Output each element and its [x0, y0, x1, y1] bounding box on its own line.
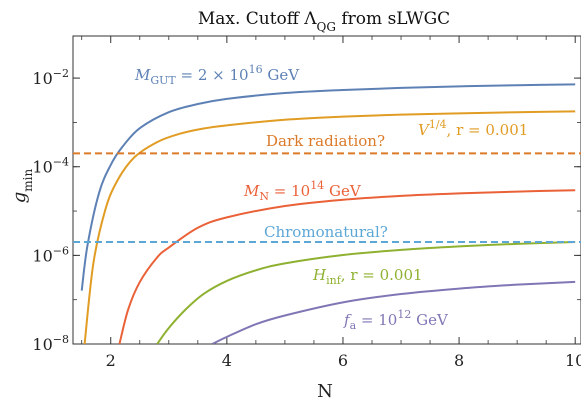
- series-line-v-1-4-r-0-001: [83, 110, 576, 344]
- y-tick-label: 10−6: [32, 244, 69, 265]
- x-axis-title: N: [317, 381, 333, 402]
- y-tick-label: 10−4: [32, 156, 69, 177]
- y-tick-label: 10−8: [32, 333, 69, 354]
- series-line-h-inf-r-0-001: [156, 241, 576, 344]
- series-layer: [73, 83, 581, 344]
- x-tick-label: 8: [454, 351, 464, 370]
- chart-title: Max. Cutoff ΛQG from sLWGC: [198, 9, 450, 34]
- x-tick-label: 4: [222, 351, 232, 370]
- y-tick-label: 10−2: [32, 67, 69, 88]
- annotation-f-a-10-12-gev: fa = 1012 GeV: [343, 308, 449, 332]
- annotation-dark-radiation: Dark radiation?: [266, 132, 385, 150]
- x-tick-label: 2: [106, 351, 116, 370]
- annotation-h-inf-r-0-001: Hinf, r = 0.001: [312, 266, 423, 287]
- annotation-chromonatural: Chromonatural?: [264, 223, 388, 241]
- annotation-m-n-10-14-gev: MN = 1014 GeV: [243, 179, 362, 203]
- y-axis-title: gmin: [9, 168, 35, 203]
- series-line-f-a-10-12-gev: [211, 280, 576, 344]
- axis-ticks: 2 4 6 8 10 10−8 10−6 10−4 10−2: [32, 36, 581, 370]
- series-line-m-n-10-14-gev: [118, 189, 576, 344]
- plot-frame: [72, 35, 581, 345]
- annotation-m-gut-2-10-16-gev: MGUT = 2 × 1016 GeV: [134, 63, 300, 87]
- series-line-m-gut-2-10-16-gev: [80, 83, 576, 291]
- x-tick-label: 10: [565, 351, 581, 370]
- x-tick-label: 6: [338, 351, 348, 370]
- annotation-layer: MGUT = 2 × 1016 GeV V1/4, r = 0.001 Dark r…: [134, 63, 528, 332]
- annotation-v-1-4-r-0-001: V1/4, r = 0.001: [418, 118, 528, 139]
